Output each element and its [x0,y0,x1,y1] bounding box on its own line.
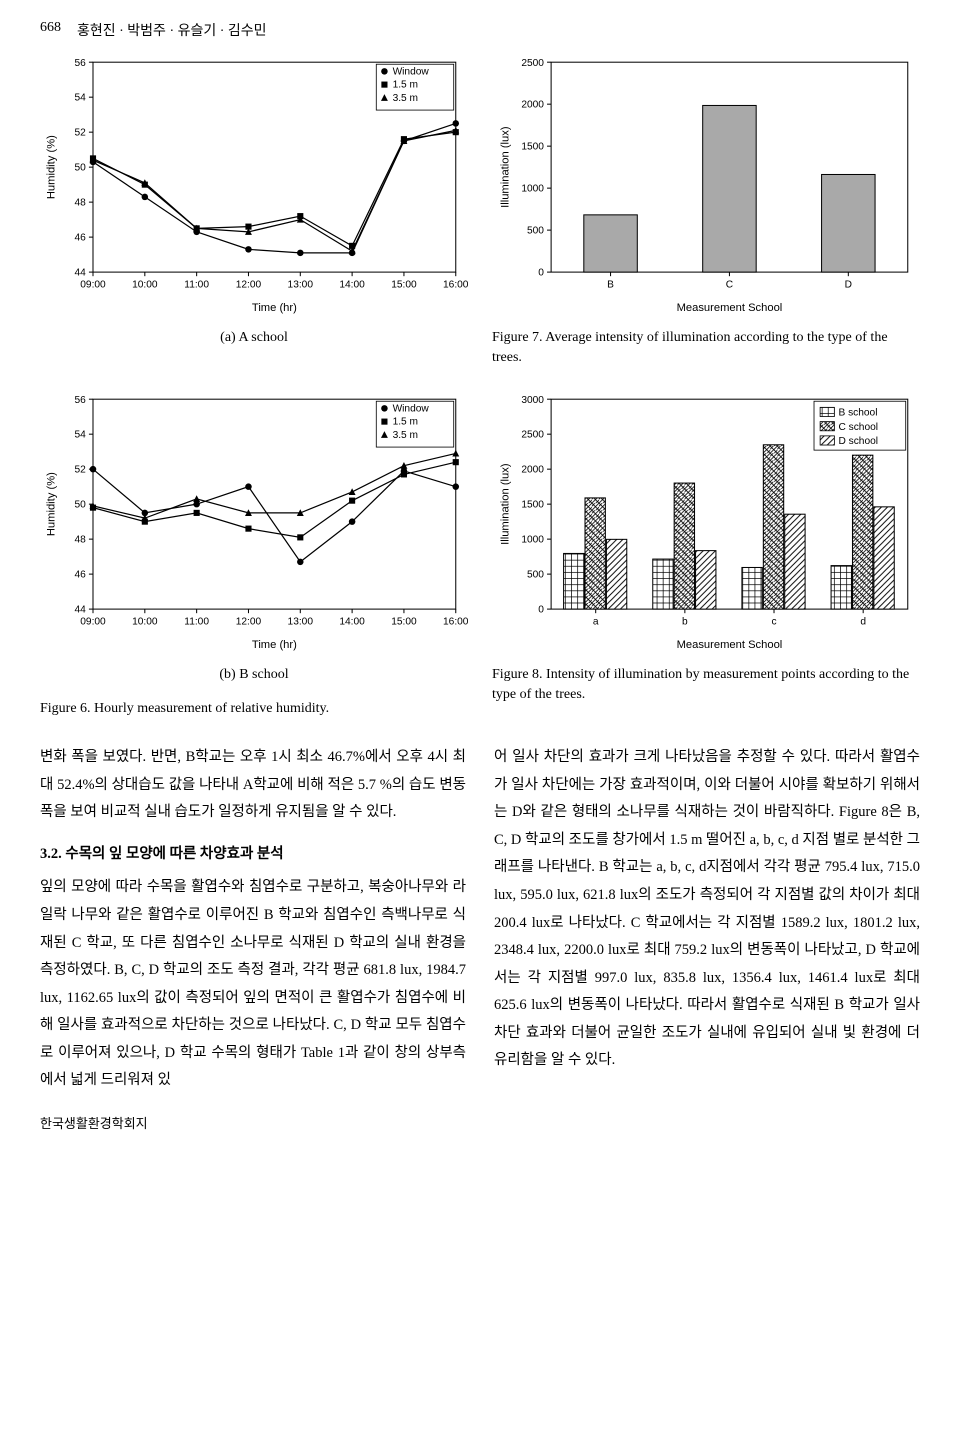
svg-text:52: 52 [75,465,87,476]
svg-text:3.5 m: 3.5 m [393,430,418,441]
svg-text:C school: C school [838,422,878,433]
svg-text:56: 56 [75,395,87,406]
svg-text:1.5 m: 1.5 m [393,417,418,428]
page-header: 668 홍현진 · 박범주 · 유슬기 · 김수민 [40,20,920,40]
svg-text:16:00: 16:00 [443,279,468,290]
svg-text:1500: 1500 [521,500,544,511]
svg-text:52: 52 [75,128,87,139]
svg-text:54: 54 [75,93,87,104]
svg-text:Illumination (lux): Illumination (lux) [499,463,511,545]
svg-text:44: 44 [75,268,87,279]
svg-text:Illumination (lux): Illumination (lux) [499,126,511,208]
svg-text:09:00: 09:00 [80,279,106,290]
svg-text:14:00: 14:00 [339,617,365,628]
svg-text:50: 50 [75,163,87,174]
svg-text:3.5 m: 3.5 m [393,93,418,104]
footer-journal: 한국생활환경학회지 [40,1113,920,1132]
svg-text:Measurement School: Measurement School [677,302,783,314]
svg-text:48: 48 [75,198,87,209]
body-right-column: 어 일사 차단의 효과가 크게 나타났음을 추정할 수 있다. 따라서 활엽수가… [494,744,920,1095]
svg-text:a: a [593,617,599,628]
svg-text:2500: 2500 [521,58,544,69]
svg-text:500: 500 [527,226,544,237]
svg-text:12:00: 12:00 [236,279,262,290]
svg-text:D school: D school [838,436,878,447]
svg-text:10:00: 10:00 [132,279,158,290]
figure-6a-container: 44 46 48 50 52 54 56 09:00 10:00 11:00 12:00 13:00 1… [40,52,468,381]
svg-text:14:00: 14:00 [339,279,365,290]
figure-6b-title: (b) B school [40,665,468,685]
svg-text:13:00: 13:00 [288,279,314,290]
svg-text:46: 46 [75,570,87,581]
svg-text:48: 48 [75,535,87,546]
svg-text:d: d [860,617,866,628]
svg-text:Window: Window [393,404,430,415]
figure-8-chart: 0 500 1000 1500 2000 2500 3000 a b c d Measurement … [492,389,920,654]
svg-text:56: 56 [75,58,87,69]
svg-text:Time (hr): Time (hr) [252,302,297,314]
svg-text:D: D [845,279,852,290]
figure-8-caption: Figure 8. Intensity of illumination by m… [492,665,920,704]
figures-bottom-row: 44 46 48 50 52 54 56 09:00 10:00 11:00 12:00 13:00 1… [40,389,920,732]
svg-text:2000: 2000 [521,465,544,476]
figure-7-caption: Figure 7. Average intensity of illuminat… [492,328,920,367]
figure-8-container: 0 500 1000 1500 2000 2500 3000 a b c d Measurement … [492,389,920,732]
svg-text:54: 54 [75,430,87,441]
figures-top-row: 44 46 48 50 52 54 56 09:00 10:00 11:00 12:00 13:00 1… [40,52,920,381]
svg-text:16:00: 16:00 [443,617,468,628]
svg-text:13:00: 13:00 [288,617,314,628]
figure-6a-title: (a) A school [40,328,468,348]
svg-text:1000: 1000 [521,535,544,546]
svg-text:0: 0 [538,605,544,616]
svg-text:15:00: 15:00 [391,617,417,628]
svg-text:Humidity (%): Humidity (%) [45,472,57,536]
body-left-column: 변화 폭을 보였다. 반면, B학교는 오후 1시 최소 46.7%에서 오후 … [40,744,466,1095]
section-title: 3.2. 수목의 잎 모양에 따른 차양효과 분석 [40,841,466,869]
svg-text:09:00: 09:00 [80,617,106,628]
svg-text:C: C [726,279,733,290]
svg-text:1000: 1000 [521,184,544,195]
figure-6a-chart: 44 46 48 50 52 54 56 09:00 10:00 11:00 12:00 13:00 1… [40,52,468,317]
figure-7-container: 0 500 1000 1500 2000 2500 B C D Measurement Schoo… [492,52,920,381]
body-left-p1: 변화 폭을 보였다. 반면, B학교는 오후 1시 최소 46.7%에서 오후 … [40,744,466,827]
svg-text:50: 50 [75,500,87,511]
svg-text:Time (hr): Time (hr) [252,639,297,651]
figure-6b-chart: 44 46 48 50 52 54 56 09:00 10:00 11:00 12:00 13:00 1… [40,389,468,654]
page-number: 668 [40,20,61,40]
svg-text:B school: B school [838,408,877,419]
svg-text:1.5 m: 1.5 m [393,80,418,91]
body-right-p1: 어 일사 차단의 효과가 크게 나타났음을 추정할 수 있다. 따라서 활엽수가… [494,744,920,1075]
svg-text:11:00: 11:00 [184,617,209,628]
svg-text:b: b [682,617,688,628]
svg-text:2500: 2500 [521,430,544,441]
svg-text:Measurement School: Measurement School [677,639,783,651]
svg-text:B: B [607,279,614,290]
svg-text:44: 44 [75,605,87,616]
svg-text:15:00: 15:00 [391,279,417,290]
body-left-p2: 잎의 모양에 따라 수목을 활엽수와 침엽수로 구분하고, 복숭아나무와 라일락… [40,874,466,1094]
figure-7-chart: 0 500 1000 1500 2000 2500 B C D Measurement Schoo… [492,52,920,317]
svg-text:1500: 1500 [521,142,544,153]
authors: 홍현진 · 박범주 · 유슬기 · 김수민 [77,20,267,40]
svg-text:3000: 3000 [521,395,544,406]
body-columns: 변화 폭을 보였다. 반면, B학교는 오후 1시 최소 46.7%에서 오후 … [40,744,920,1095]
svg-text:46: 46 [75,233,87,244]
svg-text:Window: Window [393,66,430,77]
figure-6b-container: 44 46 48 50 52 54 56 09:00 10:00 11:00 12:00 13:00 1… [40,389,468,732]
svg-text:10:00: 10:00 [132,617,158,628]
svg-text:0: 0 [538,268,544,279]
svg-text:Humidity (%): Humidity (%) [45,135,57,199]
svg-text:11:00: 11:00 [184,279,209,290]
svg-text:12:00: 12:00 [236,617,262,628]
svg-text:500: 500 [527,570,544,581]
figure-6-caption: Figure 6. Hourly measurement of relative… [40,699,468,719]
svg-text:c: c [771,617,776,628]
svg-text:2000: 2000 [521,100,544,111]
